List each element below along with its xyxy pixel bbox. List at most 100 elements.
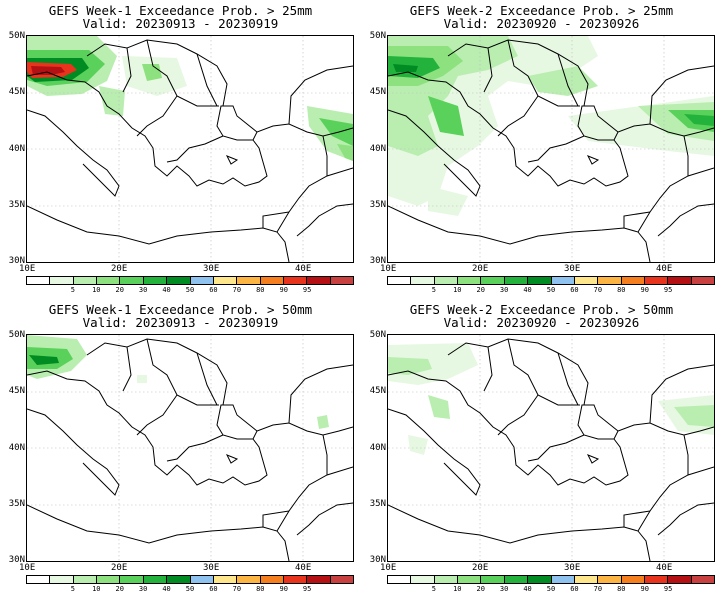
colorbar-label: 20	[476, 585, 485, 593]
colorbar-label: 50	[185, 585, 195, 593]
colorbar-swatch	[260, 277, 284, 284]
colorbar-swatch	[458, 277, 482, 284]
colorbar-swatch	[644, 576, 669, 583]
colorbar-label: 30	[499, 585, 509, 593]
lat-label-30n: 30N	[369, 256, 386, 266]
colorbar-swatch	[120, 277, 144, 284]
lon-label-20e: 20E	[472, 563, 489, 573]
colorbar-label: 90	[640, 286, 649, 294]
colorbar-swatch	[190, 277, 214, 284]
probability-shading	[388, 36, 714, 216]
colorbar	[387, 575, 715, 584]
graticule	[27, 335, 353, 561]
lon-label-20e: 20E	[111, 563, 128, 573]
colorbar-swatch	[260, 576, 284, 583]
panel-valid-dates: Valid: 20230920 - 20230926	[443, 315, 640, 330]
colorbar-swatch	[330, 277, 354, 284]
map-panel-week2-25mm: GEFS Week-2 Exceedance Prob. > 25mm Vali…	[361, 0, 722, 299]
colorbar-label: 60	[209, 286, 218, 294]
colorbar-swatch	[551, 277, 575, 284]
colorbar-swatch	[458, 576, 482, 583]
colorbar-swatch	[143, 576, 168, 583]
colorbar-swatch	[411, 277, 435, 284]
colorbar-swatch	[504, 576, 529, 583]
lat-label-35n: 35N	[369, 200, 386, 210]
panel-title: GEFS Week-1 Exceedance Prob. > 50mm	[48, 302, 313, 317]
colorbar-swatch	[50, 576, 74, 583]
colorbar-swatch	[330, 576, 354, 583]
lat-label-40n: 40N	[369, 443, 386, 453]
lon-label-40e: 40E	[295, 563, 312, 573]
colorbar-label: 80	[617, 286, 626, 294]
lon-label-40e: 40E	[295, 264, 312, 274]
panel-title: GEFS Week-2 Exceedance Prob. > 50mm	[409, 302, 674, 317]
colorbar-swatch	[481, 277, 505, 284]
colorbar-label: 5	[431, 286, 436, 294]
colorbar-swatch	[434, 277, 459, 284]
map-panel-week2-50mm: GEFS Week-2 Exceedance Prob. > 50mm Vali…	[361, 299, 722, 598]
colorbar-swatch	[644, 277, 669, 284]
colorbar-swatch	[528, 576, 552, 583]
colorbar-swatch	[598, 576, 622, 583]
colorbar-swatch	[434, 576, 459, 583]
panel-title: GEFS Week-1 Exceedance Prob. > 25mm	[48, 3, 313, 18]
lon-label-20e: 20E	[111, 264, 128, 274]
colorbar-swatch	[120, 576, 144, 583]
colorbar-label: 10	[92, 286, 101, 294]
probability-shading	[27, 335, 329, 429]
lat-label-50n: 50N	[8, 330, 25, 340]
colorbar-swatch	[143, 277, 168, 284]
colorbar-swatch	[528, 277, 552, 284]
colorbar-label: 90	[279, 585, 288, 593]
colorbar-label: 30	[499, 286, 509, 294]
colorbar	[387, 276, 715, 285]
colorbar-swatch	[213, 576, 238, 583]
colorbar-label: 40	[162, 286, 171, 294]
colorbar-label: 60	[570, 286, 579, 294]
colorbar-swatch	[167, 277, 191, 284]
lon-label-10e: 10E	[19, 264, 36, 274]
lat-label-30n: 30N	[8, 555, 25, 565]
colorbar-label: 5	[70, 286, 75, 294]
colorbar-swatch	[167, 576, 191, 583]
colorbar-label: 50	[546, 286, 556, 294]
lat-label-40n: 40N	[369, 144, 386, 154]
colorbar-label: 70	[593, 585, 603, 593]
colorbar-label: 10	[453, 286, 462, 294]
lat-label-45n: 45N	[369, 386, 386, 396]
colorbar-swatch	[73, 277, 98, 284]
coastlines-and-borders	[27, 39, 353, 262]
colorbar-swatch	[574, 576, 599, 583]
colorbar-label: 20	[115, 286, 124, 294]
graticule	[27, 36, 353, 262]
lat-label-30n: 30N	[8, 256, 25, 266]
colorbar-swatch	[237, 576, 261, 583]
lon-label-10e: 10E	[380, 264, 397, 274]
colorbar-label: 30	[138, 585, 148, 593]
colorbar-swatch	[237, 277, 261, 284]
lat-label-35n: 35N	[8, 200, 25, 210]
colorbar-label: 95	[302, 585, 312, 593]
lat-label-50n: 50N	[8, 31, 25, 41]
colorbar-swatch	[668, 277, 692, 284]
map-panel-week1-50mm: GEFS Week-1 Exceedance Prob. > 50mm Vali…	[0, 299, 361, 598]
colorbar-swatch	[668, 576, 692, 583]
colorbar-swatch	[388, 576, 412, 583]
coastlines-and-borders	[388, 338, 714, 561]
panel-valid-dates: Valid: 20230913 - 20230919	[82, 315, 279, 330]
probability-map	[26, 334, 354, 562]
lon-label-20e: 20E	[472, 264, 489, 274]
colorbar-swatch	[283, 576, 308, 583]
colorbar-swatch	[97, 576, 121, 583]
colorbar-label: 70	[232, 585, 242, 593]
lat-label-40n: 40N	[8, 144, 25, 154]
colorbar-label: 60	[209, 585, 218, 593]
graticule	[388, 335, 714, 561]
colorbar-label: 20	[476, 286, 485, 294]
colorbar-swatch	[481, 576, 505, 583]
colorbar-label: 60	[570, 585, 579, 593]
colorbar-label: 10	[453, 585, 462, 593]
colorbar-label: 40	[162, 585, 171, 593]
probability-map	[26, 35, 354, 263]
colorbar	[26, 276, 354, 285]
